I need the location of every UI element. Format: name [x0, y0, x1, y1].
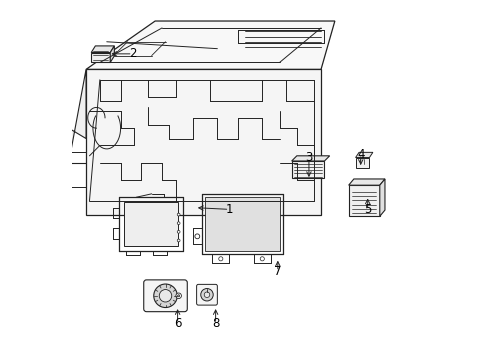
Polygon shape	[380, 179, 385, 216]
Circle shape	[176, 293, 181, 298]
Text: 5: 5	[364, 203, 371, 216]
Polygon shape	[86, 69, 321, 215]
Polygon shape	[292, 161, 324, 178]
Circle shape	[177, 230, 180, 233]
Polygon shape	[356, 158, 369, 168]
Polygon shape	[349, 185, 380, 216]
Polygon shape	[86, 21, 335, 69]
FancyBboxPatch shape	[196, 284, 218, 305]
Polygon shape	[91, 46, 114, 53]
Polygon shape	[356, 152, 373, 158]
Circle shape	[159, 289, 171, 302]
Text: 8: 8	[212, 317, 220, 330]
Text: 7: 7	[274, 265, 282, 278]
Text: 2: 2	[129, 48, 136, 60]
Text: 6: 6	[174, 317, 181, 330]
Polygon shape	[62, 69, 86, 163]
Text: 3: 3	[305, 151, 313, 164]
Text: 1: 1	[226, 203, 233, 216]
Circle shape	[204, 292, 210, 297]
Circle shape	[201, 288, 213, 301]
Polygon shape	[349, 179, 385, 185]
Text: 4: 4	[357, 148, 365, 161]
Circle shape	[154, 284, 177, 307]
Circle shape	[219, 257, 223, 261]
FancyBboxPatch shape	[144, 280, 187, 312]
Polygon shape	[110, 46, 114, 63]
Circle shape	[177, 295, 180, 297]
Circle shape	[177, 213, 180, 216]
Circle shape	[177, 222, 180, 225]
Polygon shape	[91, 53, 110, 63]
Circle shape	[260, 257, 264, 261]
Bar	[124, 202, 177, 246]
Bar	[205, 197, 280, 251]
Circle shape	[195, 234, 200, 239]
Circle shape	[177, 239, 180, 242]
Polygon shape	[292, 156, 330, 161]
